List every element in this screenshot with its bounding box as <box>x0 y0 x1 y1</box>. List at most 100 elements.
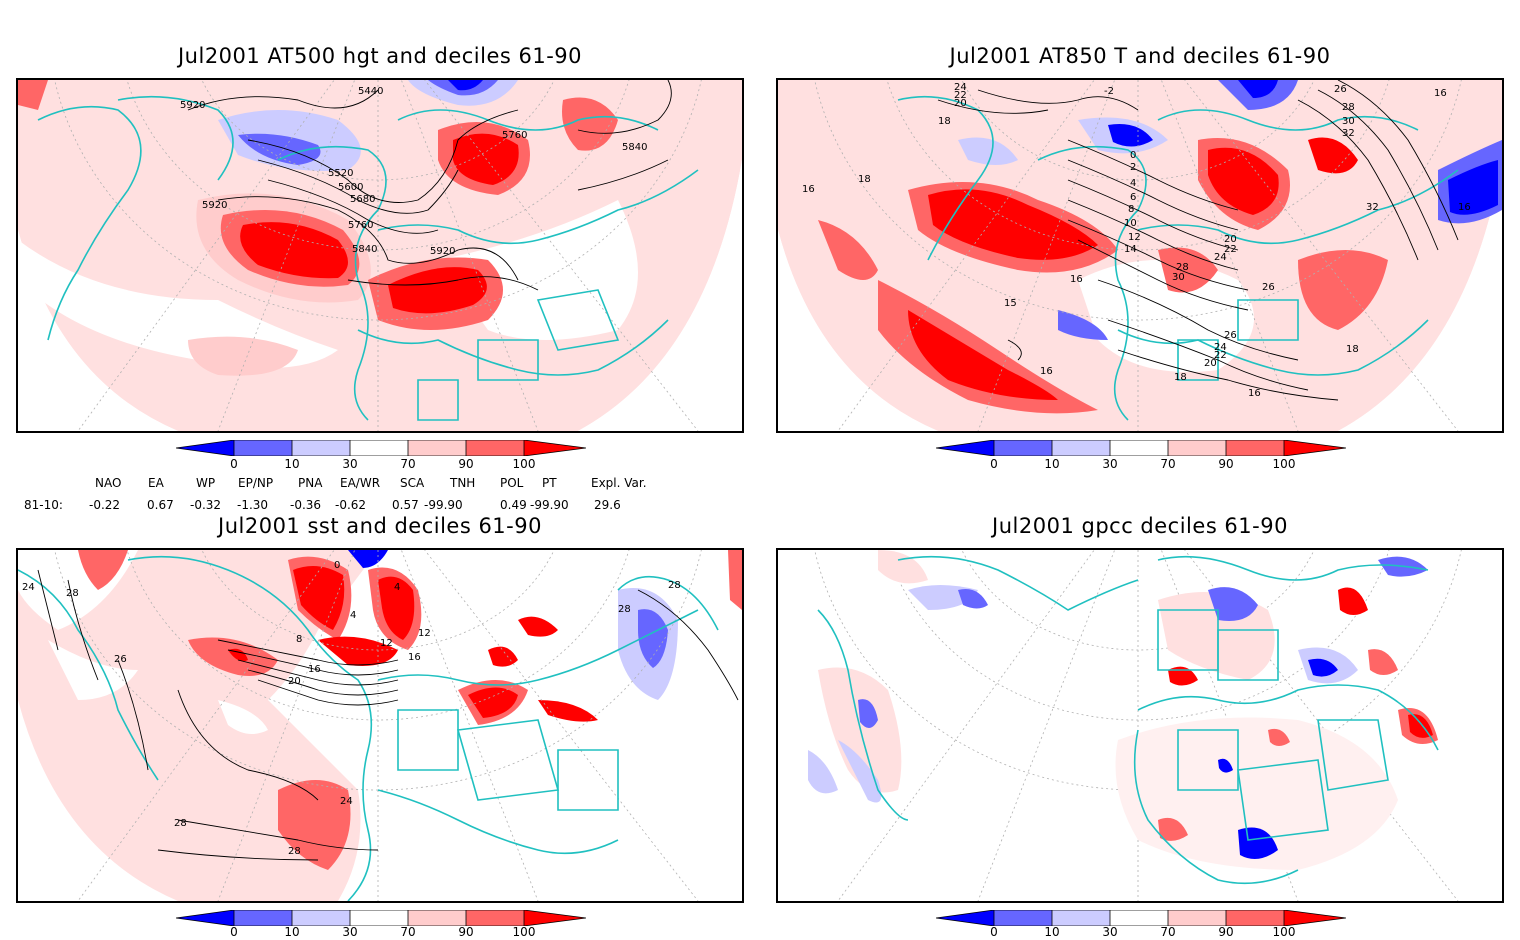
contour-label: 18 <box>1174 372 1187 383</box>
colorbar-tick: 100 <box>512 457 536 471</box>
index-value: -0.36 <box>290 498 322 512</box>
contour-label: 5440 <box>358 86 383 97</box>
contour-label: 12 <box>380 638 393 649</box>
contour-label: 18 <box>858 174 871 185</box>
contour-label: 26 <box>1262 282 1275 293</box>
contour-label: 20 <box>1204 358 1217 369</box>
index-value: -0.22 <box>89 498 121 512</box>
index-value: -99.90 <box>424 498 463 512</box>
index-value: 0.57 <box>392 498 419 512</box>
index-value: -99.90 <box>530 498 569 512</box>
contour-label: 16 <box>1040 366 1053 377</box>
contour-label: 4 <box>350 610 356 621</box>
colorbar-tick: 0 <box>990 925 998 939</box>
colorbar-tick: 10 <box>284 457 300 471</box>
contour-label: 32 <box>1366 202 1379 213</box>
contour-label: 24 <box>1214 342 1227 353</box>
colorbar-swatches <box>935 909 1347 927</box>
colorbar-swatches <box>175 439 587 457</box>
contour-label: 30 <box>1342 116 1355 127</box>
contour-label: 28 <box>288 846 301 857</box>
map-panel-t850: 24 22 20 18 -2 18 16 0 2 4 6 8 10 12 14 … <box>776 78 1504 433</box>
contour-label: 18 <box>1346 344 1359 355</box>
contour-label: 20 <box>288 676 301 687</box>
contour-label: 28 <box>66 588 79 599</box>
contour-label: 24 <box>340 796 353 807</box>
contour-label: 28 <box>1342 102 1355 113</box>
contour-label: 28 <box>1176 262 1189 273</box>
colorbar-tick: 70 <box>400 457 416 471</box>
colorbar-tick: 10 <box>1044 925 1060 939</box>
contour-label: 4 <box>1130 178 1136 189</box>
contour-label: 24 <box>22 582 35 593</box>
index-header: EA <box>148 476 164 490</box>
index-row-label: 81-10: <box>24 498 63 512</box>
index-header: Expl. Var. <box>591 476 647 490</box>
colorbar-tick: 70 <box>400 925 416 939</box>
colorbar-tick: 100 <box>512 925 536 939</box>
index-header: EP/NP <box>238 476 274 490</box>
contour-label: 6 <box>1130 192 1136 203</box>
contour-label: 22 <box>954 90 967 101</box>
colorbar-tick: 10 <box>1044 457 1060 471</box>
contour-label: 20 <box>1224 234 1237 245</box>
index-header: POL <box>500 476 524 490</box>
panel-title-t850: Jul2001 AT850 T and deciles 61-90 <box>949 44 1331 68</box>
index-value: 0.49 <box>500 498 527 512</box>
contour-label: 30 <box>1172 272 1185 283</box>
contour-label: 22 <box>1224 244 1237 255</box>
contour-label: 4 <box>394 582 400 593</box>
colorbar-tick: 100 <box>1272 457 1296 471</box>
colorbar-bottom-right: 0 10 30 70 90 100 <box>935 909 1347 940</box>
colorbar-swatches <box>175 909 587 927</box>
contour-label: 12 <box>418 628 431 639</box>
contour-label: 14 <box>1124 244 1137 255</box>
index-value: 29.6 <box>594 498 621 512</box>
contour-label: 0 <box>334 560 340 571</box>
panel-title-sst: Jul2001 sst and deciles 61-90 <box>218 514 542 538</box>
contour-label: 16 <box>802 184 815 195</box>
colorbar-tick: 70 <box>1160 457 1176 471</box>
colorbar-tick: 0 <box>990 457 998 471</box>
contour-label: 5840 <box>622 142 647 153</box>
index-value: -1.30 <box>237 498 269 512</box>
contour-label: 24 <box>954 82 967 93</box>
contour-label: -2 <box>1104 86 1114 97</box>
panel-title-hgt500: Jul2001 AT500 hgt and deciles 61-90 <box>177 44 583 68</box>
index-header: NAO <box>95 476 122 490</box>
map-panel-hgt500: 5440 5920 5520 5600 5680 5760 5840 5920 … <box>16 78 744 433</box>
index-header: PT <box>542 476 557 490</box>
contour-label: 5760 <box>502 130 527 141</box>
contour-label: 0 <box>1130 150 1136 161</box>
colorbar-tick: 30 <box>1102 457 1118 471</box>
contour-label: 26 <box>1334 84 1347 95</box>
contour-label: 5920 <box>430 246 455 257</box>
contour-label: 20 <box>954 98 967 109</box>
colorbar-tick: 10 <box>284 925 300 939</box>
contour-label: 18 <box>938 116 951 127</box>
contour-label: 5680 <box>350 194 375 205</box>
contour-label: 24 <box>1214 252 1227 263</box>
contour-label: 28 <box>618 604 631 615</box>
map-panel-sst: 24 28 28 28 26 0 12 16 20 16 12 8 4 4 24… <box>16 548 744 903</box>
contour-label: 5760 <box>348 220 373 231</box>
contour-label: 15 <box>1004 298 1017 309</box>
contour-label: 12 <box>1128 232 1141 243</box>
contour-label: 28 <box>174 818 187 829</box>
contour-label: 2 <box>1130 162 1136 173</box>
colorbar-tick: 100 <box>1272 925 1296 939</box>
index-value: -0.32 <box>190 498 222 512</box>
colorbar-tick: 70 <box>1160 925 1176 939</box>
contour-label: 28 <box>668 580 681 591</box>
contour-label: 16 <box>1434 88 1447 99</box>
contour-label: 26 <box>114 654 127 665</box>
contour-label: 8 <box>296 634 302 645</box>
contour-label: 32 <box>1342 128 1355 139</box>
colorbar-tick: 30 <box>342 925 358 939</box>
index-header: SCA <box>400 476 425 490</box>
contour-label: 16 <box>1070 274 1083 285</box>
index-header: PNA <box>298 476 323 490</box>
contour-label: 16 <box>408 652 421 663</box>
contour-label: 8 <box>1128 204 1134 215</box>
contour-label: 16 <box>308 664 321 675</box>
